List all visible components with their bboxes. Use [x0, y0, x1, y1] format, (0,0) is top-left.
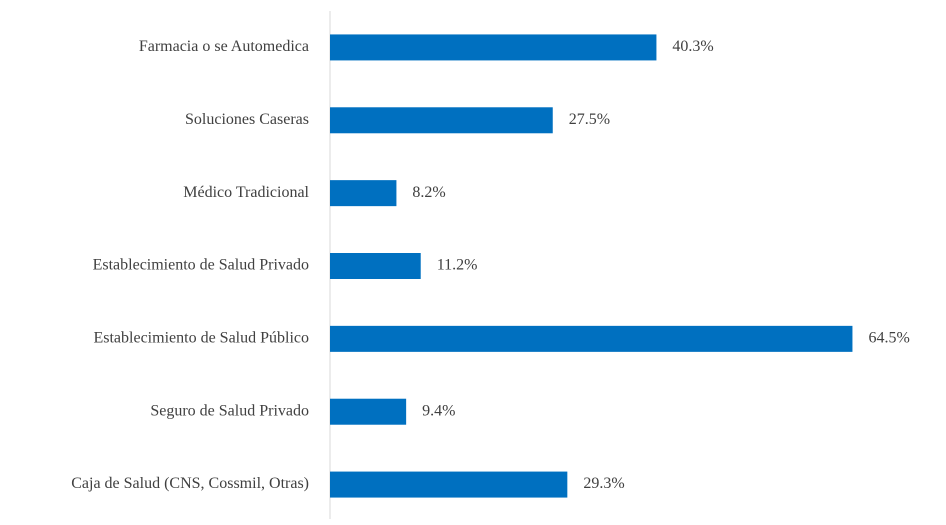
category-label: Farmacia o se Automedica: [139, 38, 309, 55]
bar: [330, 325, 853, 352]
bar: [330, 34, 657, 61]
category-label: Soluciones Caseras: [185, 111, 309, 128]
bar: [330, 107, 553, 134]
category-label: Establecimiento de Salud Privado: [93, 257, 309, 274]
category-label: Seguro de Salud Privado: [150, 402, 309, 419]
value-label: 29.3%: [583, 475, 624, 492]
value-label: 27.5%: [569, 111, 610, 128]
value-label: 9.4%: [422, 402, 455, 419]
value-label: 11.2%: [437, 257, 478, 274]
value-label: 64.5%: [868, 330, 909, 347]
value-label: 8.2%: [412, 184, 445, 201]
bar: [330, 253, 421, 279]
bar: [330, 180, 397, 207]
category-label: Caja de Salud (CNS, Cossmil, Otras): [71, 475, 309, 492]
value-label: 40.3%: [672, 38, 713, 55]
bar: [330, 398, 407, 425]
bar: [330, 471, 568, 498]
category-label: Médico Tradicional: [183, 184, 309, 201]
category-label: Establecimiento de Salud Público: [93, 330, 309, 347]
